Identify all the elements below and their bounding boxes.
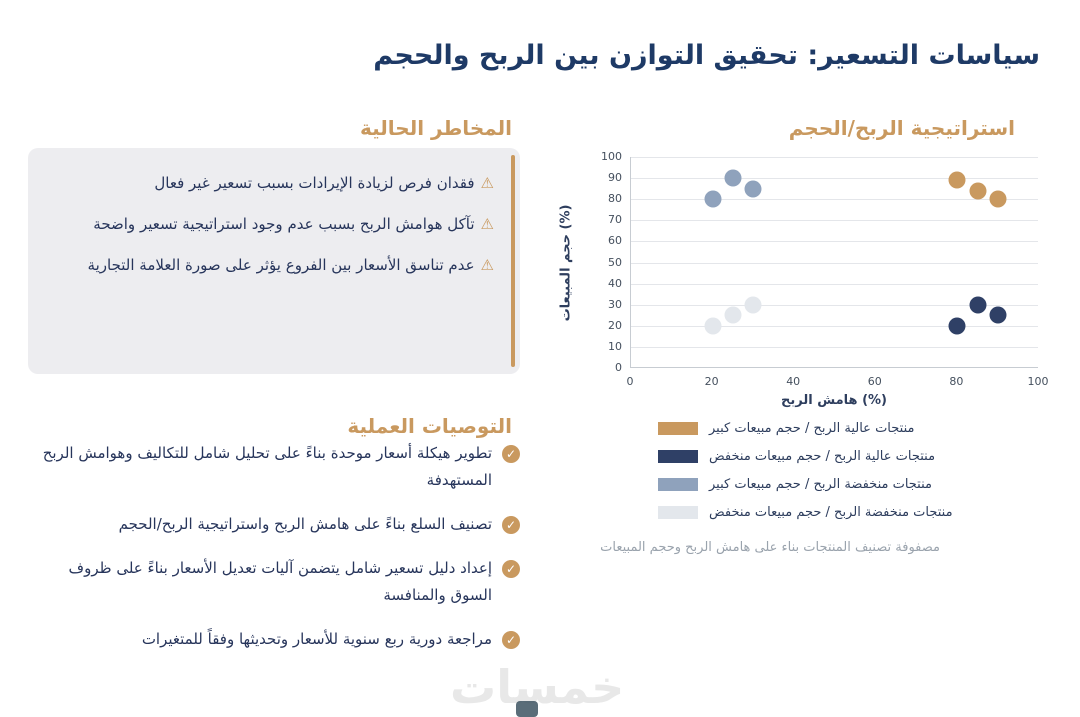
warning-icon: ⚠	[480, 215, 494, 233]
risk-list: ⚠ فقدان فرص لزيادة الإيرادات بسبب تسعير غ…	[50, 170, 494, 279]
x-tick-label: 80	[949, 375, 964, 388]
x-tick-label: 20	[704, 375, 719, 388]
y-tick-label: 60	[608, 234, 622, 248]
recommendation-item: ✓ إعداد دليل تسعير شامل يتضمن آليات تعديل…	[28, 555, 520, 609]
gridline	[631, 220, 1038, 222]
chart-legend: منتجات عالية الربح / حجم مبيعات كبير منتج…	[658, 419, 953, 531]
gridline	[631, 283, 1038, 285]
y-tick-label: 90	[608, 171, 622, 185]
chart-heading: استراتيجية الربح/الحجم	[788, 115, 1015, 140]
y-tick-label: 0	[615, 361, 622, 374]
data-point	[724, 169, 742, 187]
x-tick-label: 40	[786, 375, 801, 388]
data-point	[704, 317, 722, 335]
risk-item: ⚠ عدم تناسق الأسعار بين الفروع يؤثر على ص…	[50, 252, 494, 279]
y-tick-label: 10	[608, 339, 622, 353]
recommendation-list: ✓ تطوير هيكلة أسعار موحدة بناءً على تحليل…	[28, 440, 520, 670]
risk-box: ⚠ فقدان فرص لزيادة الإيرادات بسبب تسعير غ…	[28, 148, 520, 374]
risk-item: ⚠ فقدان فرص لزيادة الإيرادات بسبب تسعير غ…	[50, 170, 494, 197]
legend-swatch	[658, 505, 698, 519]
x-tick-label: 60	[867, 375, 882, 388]
legend-label: منتجات منخفضة الربح / حجم مبيعات منخفض	[709, 504, 953, 520]
data-point	[948, 171, 966, 189]
plot-area	[630, 157, 1038, 368]
legend-label: منتجات عالية الربح / حجم مبيعات كبير	[709, 420, 915, 436]
risk-accent-bar	[511, 155, 515, 367]
y-tick-label: 100	[601, 150, 622, 163]
legend-swatch	[658, 449, 698, 463]
data-point	[744, 180, 762, 198]
warning-icon: ⚠	[480, 256, 494, 274]
risk-text: فقدان فرص لزيادة الإيرادات بسبب تسعير غي…	[154, 174, 475, 192]
risk-text: عدم تناسق الأسعار بين الفروع يؤثر على صو…	[87, 256, 475, 274]
x-axis-label: هامش الربح (%)	[781, 393, 887, 408]
legend-item: منتجات منخفضة الربح / حجم مبيعات منخفض	[658, 503, 953, 521]
x-tick-label: 0	[626, 375, 634, 388]
y-axis-label: حجم المبيعات (%)	[558, 204, 574, 321]
y-tick-label: 30	[608, 297, 622, 311]
data-point	[948, 317, 966, 335]
gridline	[631, 178, 1038, 180]
recommendation-text: إعداد دليل تسعير شامل يتضمن آليات تعديل …	[68, 559, 492, 604]
chart-caption: مصفوفة تصنيف المنتجات بناء على هامش الرب…	[600, 540, 940, 555]
y-tick-label: 80	[608, 192, 622, 206]
risk-item: ⚠ تآكل هوامش الربح بسبب عدم وجود استراتيج…	[50, 211, 494, 238]
warning-icon: ⚠	[480, 174, 494, 192]
recommendation-text: تصنيف السلع بناءً على هامش الربح واسترات…	[118, 515, 492, 533]
risk-text: تآكل هوامش الربح بسبب عدم وجود استراتيجي…	[93, 215, 475, 233]
legend-item: منتجات عالية الربح / حجم مبيعات منخفض	[658, 447, 953, 465]
check-circle-icon: ✓	[502, 560, 520, 578]
legend-label: منتجات عالية الربح / حجم مبيعات منخفض	[709, 448, 936, 464]
recommendation-item: ✓ تصنيف السلع بناءً على هامش الربح واسترا…	[28, 511, 520, 538]
gridline	[631, 304, 1038, 306]
gridline	[631, 199, 1038, 201]
recommendation-item: ✓ مراجعة دورية ربع سنوية للأسعار وتحديثها…	[28, 626, 520, 653]
y-tick-label: 40	[608, 276, 622, 290]
data-point	[969, 296, 987, 314]
data-point	[704, 190, 722, 208]
y-tick-label: 50	[608, 255, 622, 269]
recommendations-heading: التوصيات العملية	[347, 413, 512, 438]
data-point	[989, 306, 1007, 324]
legend-label: منتجات منخفضة الربح / حجم مبيعات كبير	[709, 476, 932, 492]
page-title: سياسات التسعير: تحقيق التوازن بين الربح …	[373, 40, 1040, 72]
legend-swatch	[658, 477, 698, 491]
y-tick-label: 70	[608, 213, 622, 227]
data-point	[969, 182, 987, 200]
check-circle-icon: ✓	[502, 445, 520, 463]
gridline	[631, 262, 1038, 264]
risks-heading: المخاطر الحالية	[359, 115, 512, 140]
recommendation-text: تطوير هيكلة أسعار موحدة بناءً على تحليل …	[42, 444, 492, 489]
data-point	[724, 306, 742, 324]
gridline	[631, 346, 1038, 348]
recommendation-item: ✓ تطوير هيكلة أسعار موحدة بناءً على تحليل…	[28, 440, 520, 494]
watermark-logo	[516, 701, 538, 717]
recommendation-text: مراجعة دورية ربع سنوية للأسعار وتحديثها …	[141, 630, 492, 648]
data-point	[989, 190, 1007, 208]
legend-swatch	[658, 421, 698, 435]
y-tick-label: 20	[608, 318, 622, 332]
x-tick-label: 100	[1027, 375, 1049, 388]
check-circle-icon: ✓	[502, 631, 520, 649]
check-circle-icon: ✓	[502, 516, 520, 534]
data-point	[744, 296, 762, 314]
legend-item: منتجات منخفضة الربح / حجم مبيعات كبير	[658, 475, 953, 493]
legend-item: منتجات عالية الربح / حجم مبيعات كبير	[658, 419, 953, 437]
gridline	[631, 325, 1038, 327]
gridline	[631, 157, 1038, 158]
gridline	[631, 241, 1038, 243]
